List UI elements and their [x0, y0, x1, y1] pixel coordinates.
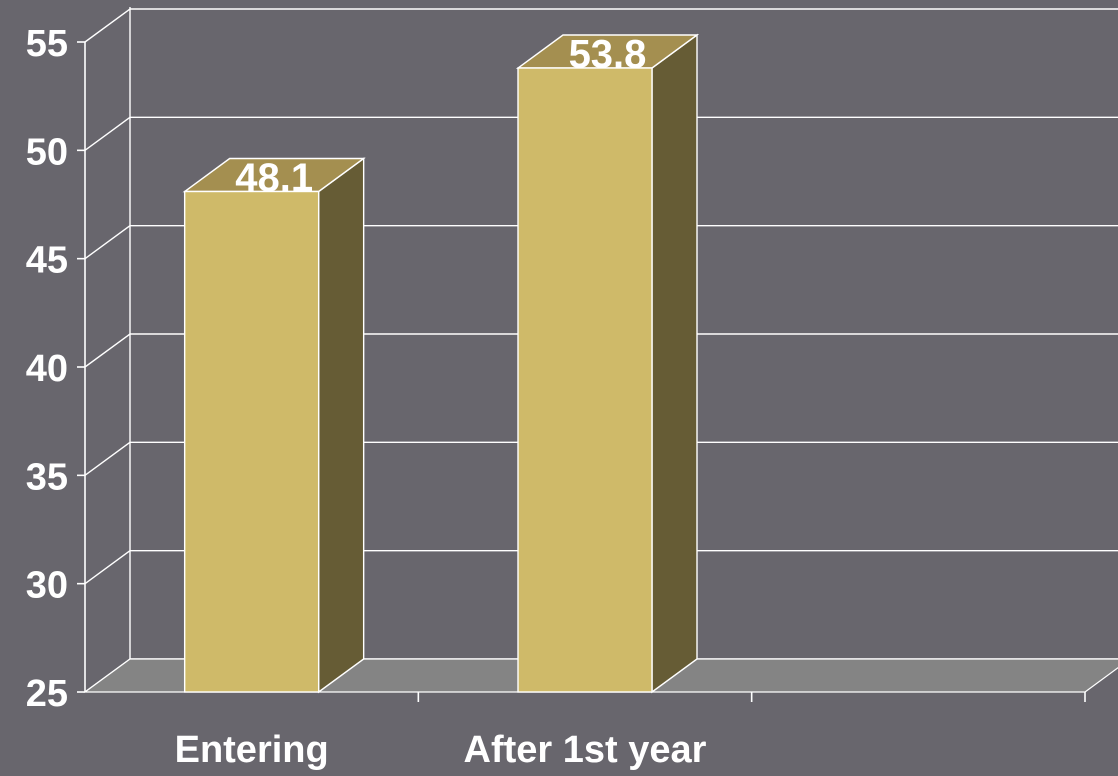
gridline-depth	[84, 333, 131, 368]
bar-side	[317, 157, 365, 694]
y-tick-label: 30	[26, 565, 68, 607]
y-tick-label: 50	[26, 131, 68, 173]
x-category-label: Entering	[175, 729, 329, 771]
y-tick-label: 40	[26, 348, 68, 390]
x-category-label: After 1st year	[464, 729, 707, 771]
gridline-depth	[84, 116, 131, 151]
bar-data-label: 53.8	[569, 33, 647, 77]
y-tick-label: 35	[26, 456, 68, 498]
bar-data-label: 48.1	[235, 156, 313, 200]
gridline-depth	[84, 441, 131, 476]
bar-side	[651, 33, 698, 694]
y-tick-label: 55	[26, 23, 68, 65]
gridline-depth	[84, 550, 131, 585]
gridline-depth	[84, 8, 131, 43]
bar	[183, 190, 320, 693]
y-tick-label: 45	[26, 240, 68, 282]
gridline-depth	[84, 225, 131, 260]
bar	[517, 67, 653, 693]
y-tick-label: 25	[26, 673, 68, 715]
